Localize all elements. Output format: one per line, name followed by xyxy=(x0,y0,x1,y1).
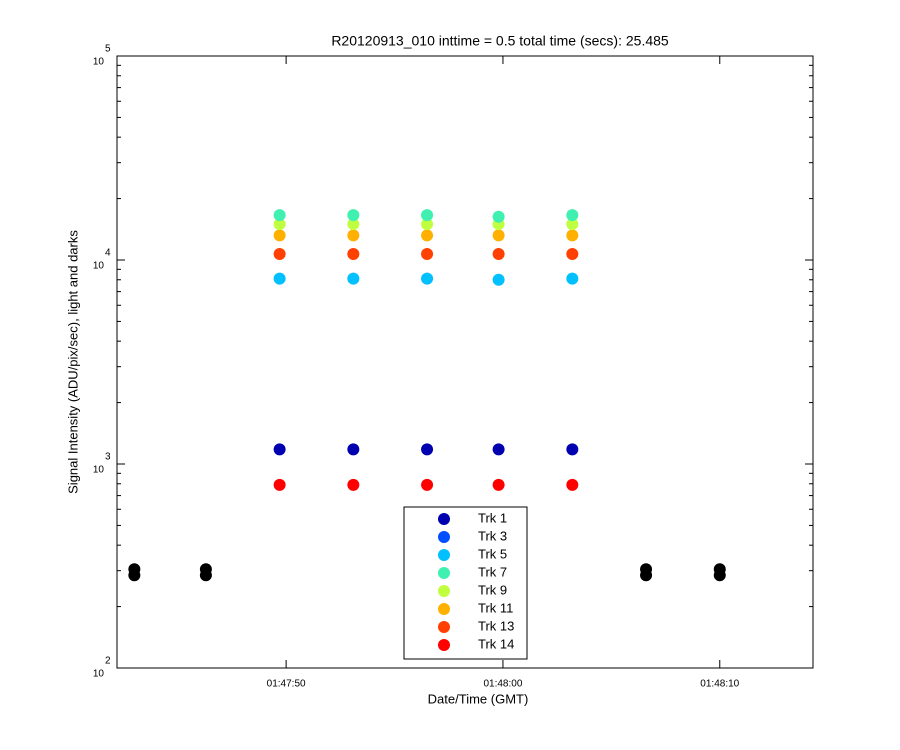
y-tick-label: 10 xyxy=(93,669,105,680)
data-point xyxy=(492,478,505,491)
data-point xyxy=(273,209,286,222)
legend-label: Trk 13 xyxy=(478,618,514,633)
x-tick-label: 01:48:00 xyxy=(483,679,522,690)
dark-point xyxy=(128,563,141,576)
y-tick-exponent: 3 xyxy=(105,452,111,463)
x-axis-label: Date/Time (GMT) xyxy=(428,691,529,706)
y-axis-label: Signal Intensity (ADU/pix/sec), light an… xyxy=(65,230,80,494)
data-point xyxy=(566,443,579,456)
data-point xyxy=(421,218,434,231)
data-point xyxy=(273,272,286,285)
legend-box xyxy=(403,506,528,660)
data-point xyxy=(273,229,286,242)
legend-marker xyxy=(438,639,450,651)
data-point xyxy=(492,248,505,261)
data-point xyxy=(421,272,434,285)
data-point xyxy=(566,229,579,242)
dark-point xyxy=(713,563,726,576)
legend-label: Trk 3 xyxy=(478,528,507,543)
legend-label: Trk 14 xyxy=(478,636,514,651)
data-point xyxy=(347,478,360,491)
y-tick-label: 10 xyxy=(93,57,105,68)
legend-label: Trk 7 xyxy=(478,564,507,579)
legend-marker xyxy=(438,513,450,525)
legend-marker xyxy=(438,567,450,579)
data-point xyxy=(566,478,579,491)
x-tick-label: 01:48:10 xyxy=(700,679,739,690)
legend-label: Trk 9 xyxy=(478,582,507,597)
data-point xyxy=(273,248,286,261)
data-point xyxy=(421,478,434,491)
data-point xyxy=(273,478,286,491)
data-point xyxy=(347,209,360,222)
data-point xyxy=(566,272,579,285)
data-point xyxy=(566,218,579,231)
x-tick-label: 01:47:50 xyxy=(267,679,306,690)
y-tick-exponent: 2 xyxy=(105,656,111,667)
data-point xyxy=(566,248,579,261)
data-point xyxy=(421,209,434,222)
data-point xyxy=(273,443,286,456)
legend-label: Trk 5 xyxy=(478,546,507,561)
data-point xyxy=(421,248,434,261)
data-point xyxy=(347,248,360,261)
data-point xyxy=(492,443,505,456)
data-point xyxy=(492,210,505,223)
legend-label: Trk 11 xyxy=(478,600,513,615)
data-point xyxy=(273,218,286,231)
y-tick-label: 10 xyxy=(93,465,105,476)
legend-marker xyxy=(438,549,450,561)
data-point xyxy=(347,218,360,231)
chart-title: R20120913_010 inttime = 0.5 total time (… xyxy=(331,33,669,49)
y-tick-label: 10 xyxy=(93,261,105,272)
legend-marker xyxy=(438,621,450,633)
y-tick-exponent: 5 xyxy=(105,44,111,55)
legend-marker xyxy=(438,603,450,615)
data-point xyxy=(347,272,360,285)
legend-marker xyxy=(438,531,450,543)
y-tick-exponent: 4 xyxy=(105,248,111,259)
data-point xyxy=(347,229,360,242)
dark-point xyxy=(199,563,212,576)
data-point xyxy=(492,273,505,286)
data-point xyxy=(421,443,434,456)
data-point xyxy=(421,229,434,242)
plot-frame xyxy=(116,55,814,669)
legend-label: Trk 1 xyxy=(478,510,507,525)
data-point xyxy=(492,229,505,242)
dark-point xyxy=(640,563,653,576)
legend-marker xyxy=(438,585,450,597)
data-point xyxy=(566,209,579,222)
data-point xyxy=(347,443,360,456)
